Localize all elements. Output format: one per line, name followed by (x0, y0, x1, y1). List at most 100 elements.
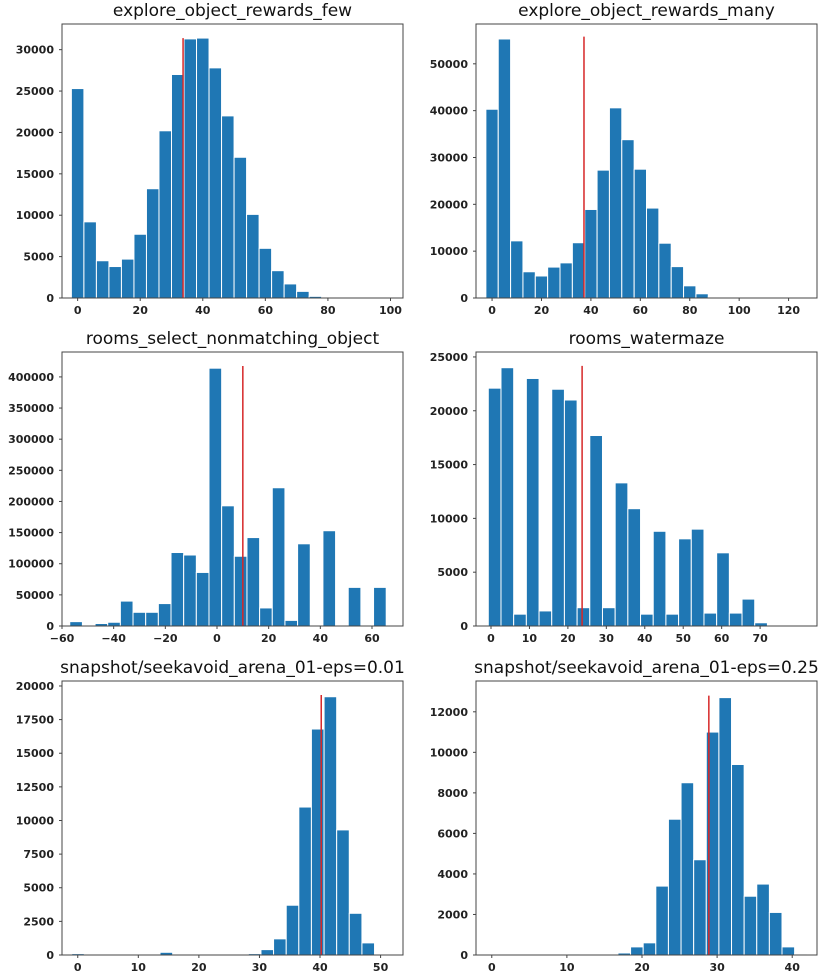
bar (485, 108, 499, 299)
bar (584, 208, 598, 299)
bar (108, 266, 122, 299)
bar (196, 37, 210, 299)
y-tick-label: 0 (46, 949, 54, 962)
y-tick-label: 10000 (430, 746, 469, 759)
bar (322, 530, 337, 627)
x-tick-label: 30 (599, 632, 615, 645)
x-tick-label: 40 (195, 304, 211, 317)
y-tick-label: 200000 (8, 495, 54, 508)
x-tick-label: 40 (312, 961, 328, 974)
bar (703, 612, 718, 627)
x-tick-label: 80 (320, 304, 336, 317)
x-tick-label: 70 (752, 632, 768, 645)
bar (571, 242, 586, 299)
panel-title: rooms_watermaze (569, 329, 725, 349)
x-tick-label: 40 (583, 304, 599, 317)
bar (768, 911, 783, 956)
bar (246, 213, 260, 299)
y-tick-label: 12500 (16, 781, 55, 794)
panel-title: rooms_select_nonmatching_object (86, 329, 380, 349)
bar (283, 283, 298, 299)
bar (646, 207, 660, 299)
x-tick-label: 60 (633, 304, 649, 317)
bar (208, 67, 223, 299)
bar (259, 607, 273, 627)
axes-frame (475, 680, 818, 956)
bar (298, 806, 312, 956)
bar (718, 697, 733, 956)
y-tick-label: 30000 (16, 44, 55, 57)
y-tick-label: 20000 (16, 126, 55, 139)
x-tick-label: 100 (728, 304, 751, 317)
panel: rooms_watermaze 0 10 20 30 40 50 60 70 0 5000 10000… (430, 329, 818, 645)
y-tick-label: 10000 (430, 245, 469, 258)
bar (728, 612, 743, 627)
y-tick-label: 17500 (16, 714, 55, 727)
x-tick-label: 40 (785, 961, 801, 974)
bar (678, 538, 692, 627)
bar (487, 387, 502, 627)
x-tick-label: 120 (777, 304, 800, 317)
bar (157, 603, 172, 627)
y-tick-label: 0 (46, 292, 54, 305)
bar (284, 619, 299, 627)
x-tick-label: 40 (637, 632, 653, 645)
x-tick-label: 60 (714, 632, 730, 645)
bar (576, 607, 591, 627)
bar (119, 600, 134, 627)
bar (534, 275, 549, 299)
x-tick-label: 0 (487, 632, 495, 645)
bar (221, 505, 235, 627)
axes-frame (61, 23, 404, 299)
bar (107, 621, 121, 627)
y-tick-label: 15000 (16, 168, 55, 181)
bar (601, 607, 616, 627)
bar (513, 613, 527, 627)
bar (589, 435, 603, 627)
bar (538, 610, 553, 627)
bar (497, 38, 512, 299)
bar (170, 552, 185, 627)
x-tick-label: 20 (133, 304, 149, 317)
bar (271, 270, 285, 299)
axes-frame (475, 23, 818, 299)
bar (658, 242, 672, 299)
y-tick-label: 250000 (8, 464, 54, 477)
bar (547, 266, 561, 299)
y-tick-label: 0 (460, 949, 468, 962)
y-tick-label: 15000 (16, 747, 55, 760)
x-tick-label: −40 (101, 632, 126, 645)
bar (373, 586, 387, 627)
y-tick-label: 50000 (430, 58, 469, 71)
x-tick-label: 10 (522, 632, 538, 645)
bar (756, 883, 770, 956)
bar (655, 885, 669, 956)
y-tick-label: 40000 (430, 105, 469, 118)
bar (233, 555, 248, 627)
y-tick-label: 150000 (8, 527, 54, 540)
panel-title: snapshot/seekavoid_arena_01-eps=0.25 (474, 658, 819, 678)
panel: snapshot/seekavoid_arena_01-eps=0.01 0 10 2… (16, 658, 405, 974)
bar (285, 904, 300, 956)
panel: snapshot/seekavoid_arena_01-eps=0.25 0 10 2… (430, 658, 819, 974)
y-tick-label: 4000 (437, 868, 468, 881)
y-tick-label: 2500 (23, 915, 54, 928)
x-tick-label: 0 (488, 304, 496, 317)
y-tick-label: 7500 (23, 848, 54, 861)
panel-title: explore_object_rewards_many (518, 1, 775, 21)
bar (510, 240, 524, 299)
y-tick-label: 30000 (430, 151, 469, 164)
bar (652, 530, 667, 627)
bar (208, 367, 223, 627)
bar (633, 168, 647, 299)
bar (522, 271, 536, 299)
y-tick-label: 5000 (437, 566, 468, 579)
bar (621, 139, 635, 299)
y-tick-label: 0 (46, 620, 54, 633)
bar (741, 598, 756, 627)
x-tick-label: 50 (373, 961, 389, 974)
bar (614, 482, 629, 627)
bar (500, 367, 515, 627)
x-tick-label: 30 (709, 961, 725, 974)
